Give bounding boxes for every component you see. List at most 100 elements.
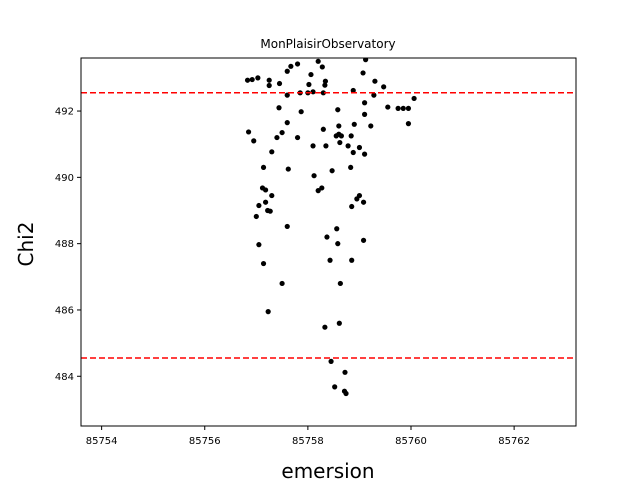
data-point [356, 144, 363, 151]
data-point [266, 82, 272, 89]
x-tick-label: 85758 [292, 436, 324, 447]
data-point [284, 68, 290, 74]
data-point [319, 64, 325, 70]
data-point [334, 226, 340, 232]
data-point [342, 369, 348, 375]
data-point [405, 105, 412, 111]
data-point [298, 109, 304, 115]
data-point [385, 104, 391, 110]
data-point [294, 61, 301, 67]
data-point [274, 134, 280, 141]
data-point [327, 257, 333, 263]
data-point [276, 105, 282, 111]
data-point [320, 126, 326, 132]
data-point [345, 143, 351, 149]
data-point [262, 199, 269, 205]
data-point [349, 203, 355, 210]
data-point [336, 320, 342, 326]
data-point [284, 223, 290, 230]
data-point [337, 139, 343, 146]
data-point [266, 77, 272, 83]
data-point [349, 257, 355, 263]
data-point [251, 138, 257, 144]
data-point [360, 237, 367, 243]
data-point [310, 89, 316, 95]
data-point [371, 92, 377, 98]
data-point [329, 168, 335, 174]
data-point [324, 234, 330, 240]
data-point [332, 384, 338, 390]
data-point [323, 143, 329, 149]
chart-title: MonPlaisirObservatory [260, 37, 395, 51]
x-tick-label: 85762 [498, 436, 530, 447]
data-point [336, 123, 342, 129]
data-point [322, 82, 328, 88]
data-point [405, 121, 412, 127]
data-point [350, 149, 356, 156]
x-tick-label: 85760 [395, 436, 427, 447]
data-point [245, 129, 252, 135]
data-point [361, 111, 368, 117]
plot-content [81, 58, 576, 397]
data-point [288, 63, 294, 69]
data-point [315, 58, 321, 64]
data-point [256, 242, 262, 248]
data-point [279, 280, 285, 287]
x-tick-label: 85754 [86, 436, 118, 447]
data-point [338, 133, 344, 139]
data-point [372, 78, 378, 84]
plot-area: 85754 85756 85758 85760 85762 484 486 488 490 492 [55, 57, 577, 447]
data-point [319, 185, 325, 191]
data-point [381, 84, 387, 90]
data-point [285, 166, 291, 172]
data-point [279, 129, 285, 136]
data-point [308, 71, 314, 78]
data-point [253, 213, 259, 220]
data-point [360, 70, 366, 76]
data-point [335, 241, 341, 247]
data-point [284, 92, 290, 98]
data-point [269, 149, 275, 155]
data-point [255, 75, 261, 81]
y-tick-label: 484 [55, 372, 74, 383]
data-point [363, 58, 369, 63]
y-tick-label: 492 [55, 107, 74, 118]
data-point [322, 78, 329, 84]
data-point [311, 173, 317, 179]
y-tick-label: 488 [55, 239, 74, 250]
data-point [260, 260, 267, 267]
data-point [361, 151, 368, 157]
data-point [249, 76, 255, 83]
data-point [335, 107, 341, 113]
data-point [294, 134, 301, 141]
x-axis-label: emersion [281, 459, 374, 480]
data-point [320, 90, 326, 96]
data-point [262, 187, 269, 193]
data-point [360, 199, 367, 205]
data-point [306, 81, 312, 88]
data-point [348, 133, 354, 139]
data-point [337, 280, 343, 287]
data-point [284, 120, 290, 126]
data-point [310, 143, 316, 149]
data-point [361, 100, 368, 106]
y-tick-label: 490 [55, 173, 74, 184]
data-point [343, 390, 349, 397]
axes-frame [80, 57, 577, 427]
data-point [265, 309, 271, 315]
data-point [400, 105, 406, 111]
data-point [348, 164, 354, 171]
data-point [244, 77, 251, 83]
x-tick-label: 85756 [189, 436, 221, 447]
data-point [328, 358, 334, 364]
data-point [269, 192, 275, 199]
data-point [356, 192, 363, 199]
data-point [256, 202, 262, 209]
data-point [395, 105, 401, 111]
data-point [411, 95, 417, 102]
data-point [322, 324, 328, 330]
data-point [368, 123, 374, 129]
data-point [351, 121, 357, 127]
